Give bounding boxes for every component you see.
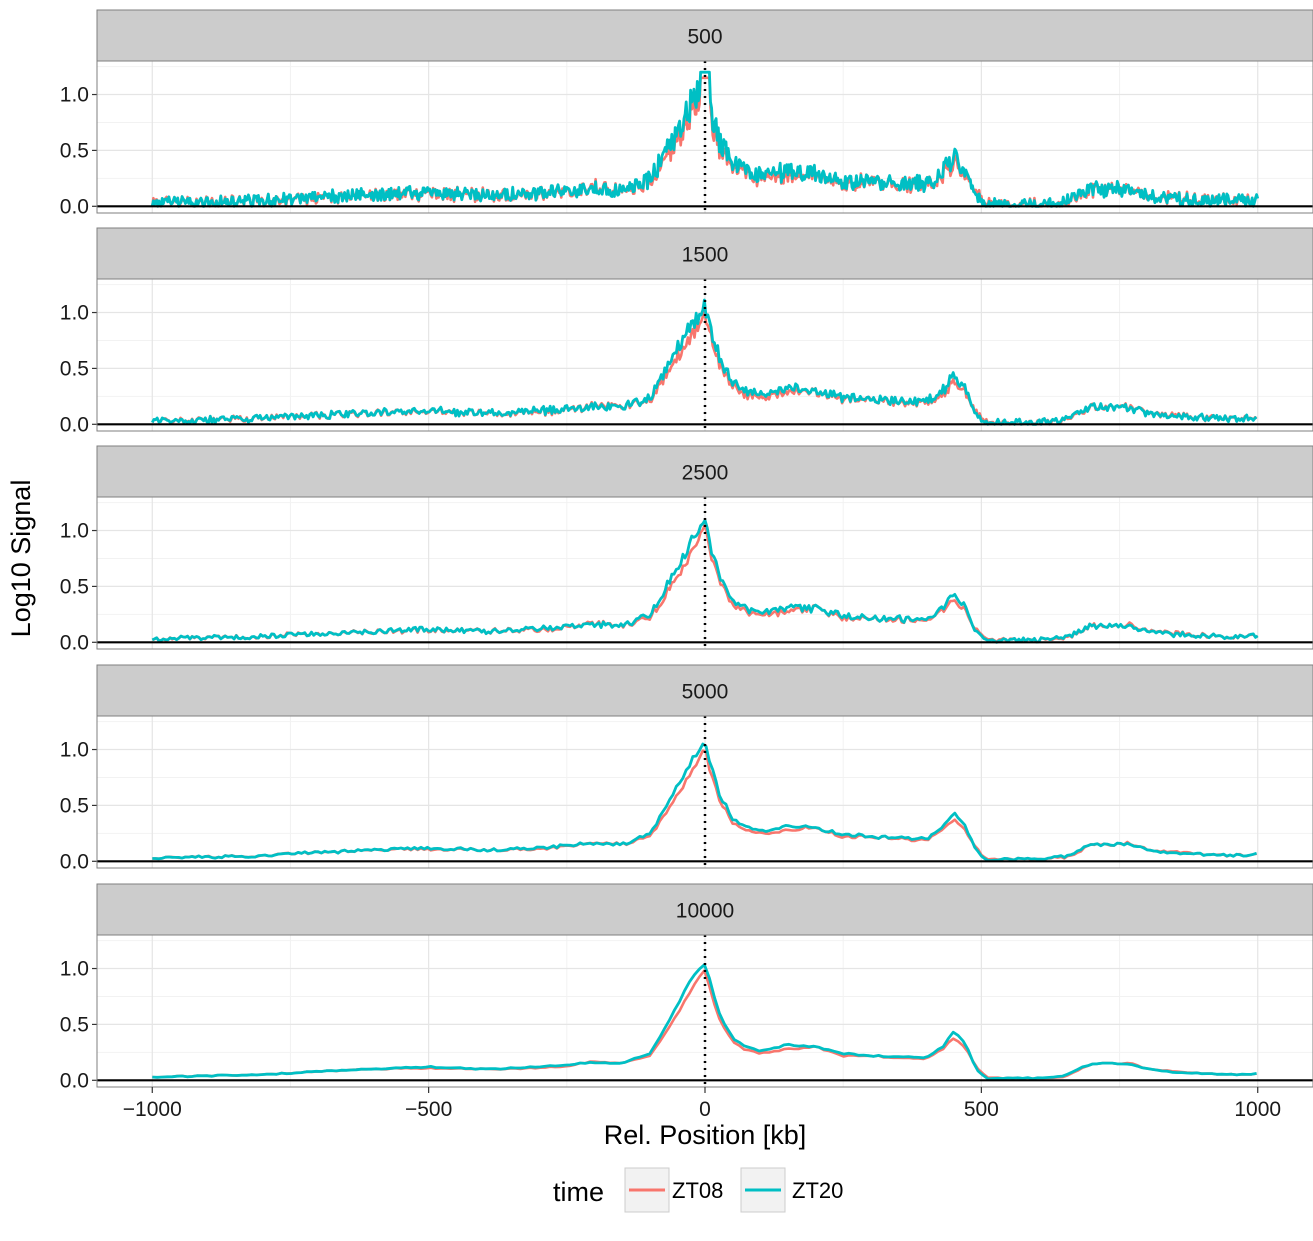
x-axis: −1000 −500 0 500 1000: [123, 1087, 1281, 1121]
y-tick-label: 0.0: [60, 195, 89, 218]
y-tick-label: 0.0: [60, 850, 89, 873]
facet-panel: 500 0.0 0.5 1.0: [60, 9, 1313, 218]
legend-label-zt08: ZT08: [672, 1178, 723, 1203]
y-tick-label: 1.0: [60, 958, 89, 981]
panel-border: [96, 278, 1313, 432]
legend-label-zt20: ZT20: [792, 1178, 843, 1203]
legend-title: time: [553, 1177, 604, 1207]
series-line-zt20: [151, 518, 1259, 644]
panel-border: [96, 60, 1313, 214]
facet-panels: 5000.00.51.015000.00.51.025000.00.51.050…: [60, 9, 1313, 1092]
y-tick-label: 0.5: [60, 139, 89, 162]
y-tick-label: 0.0: [60, 1069, 89, 1092]
facet-panel: 1500 0.0 0.5 1.0: [60, 227, 1313, 436]
facet-label: 500: [687, 26, 722, 49]
y-tick-label: 0.0: [60, 413, 89, 436]
facet-panel: 2500 0.0 0.5 1.0: [60, 445, 1313, 654]
y-tick-label: 1.0: [60, 302, 89, 325]
facet-strip: [96, 227, 1313, 280]
facet-strip: [96, 883, 1313, 936]
y-tick-label: 0.5: [60, 357, 89, 380]
x-axis-title: Rel. Position [kb]: [604, 1120, 807, 1150]
panel-border: [96, 496, 1313, 650]
facet-label: 10000: [676, 900, 734, 923]
x-tick-label: 0: [699, 1098, 711, 1121]
facet-label: 2500: [682, 462, 729, 485]
x-tick-label: −500: [405, 1098, 452, 1121]
series-line-zt20: [150, 70, 1260, 208]
facet-panel: 10000 0.0 0.5 1.0: [60, 883, 1313, 1092]
x-tick-label: 500: [964, 1098, 999, 1121]
y-tick-label: 1.0: [60, 84, 89, 107]
y-tick-label: 0.0: [60, 631, 89, 654]
facet-strip: [96, 445, 1313, 498]
facet-strip: [96, 9, 1313, 62]
y-tick-label: 0.5: [60, 1013, 89, 1036]
legend: time ZT08 ZT20: [553, 1167, 843, 1213]
y-tick-label: 1.0: [60, 520, 89, 543]
y-tick-label: 0.5: [60, 575, 89, 598]
x-tick-label: −1000: [123, 1098, 182, 1121]
y-tick-label: 1.0: [60, 739, 89, 762]
y-axis-title: Log10 Signal: [6, 480, 36, 638]
x-tick-label: 1000: [1234, 1098, 1281, 1121]
panel-border: [96, 715, 1313, 869]
facet-panel: 5000 0.0 0.5 1.0: [60, 664, 1313, 873]
y-tick-label: 0.5: [60, 794, 89, 817]
facet-label: 5000: [682, 681, 729, 704]
facet-label: 1500: [682, 244, 729, 267]
